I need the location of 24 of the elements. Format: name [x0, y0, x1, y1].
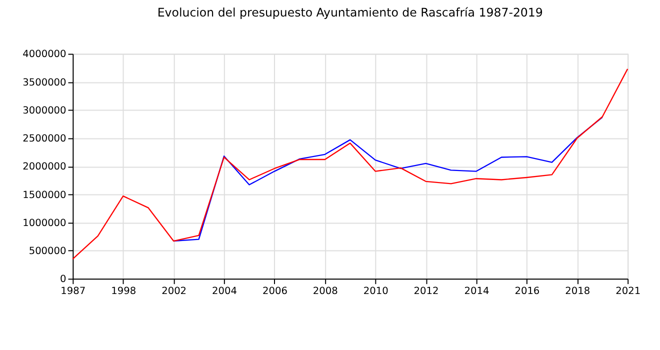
- y-tick-label: 500000: [28, 246, 66, 258]
- x-tick-label: 2018: [565, 286, 590, 297]
- line-series: [72, 68, 628, 260]
- line-series: [172, 116, 603, 242]
- x-tick-label: 2021: [616, 286, 641, 297]
- x-tick-label: 2014: [464, 286, 490, 297]
- y-tick-label: 1000000: [22, 218, 66, 229]
- y-tick-label: 0: [60, 274, 66, 286]
- x-tick-label: 1998: [111, 286, 136, 297]
- y-tick-label: 3500000: [22, 77, 66, 88]
- y-tick-label: 1500000: [22, 190, 66, 201]
- x-tick-label: 1987: [60, 286, 86, 297]
- x-tick-label: 2008: [312, 286, 338, 297]
- y-tick-label: 4000000: [22, 49, 66, 60]
- x-tick-label: 2004: [212, 286, 237, 297]
- x-tick-label: 2012: [414, 286, 439, 297]
- x-tick-label: 2010: [363, 286, 388, 297]
- x-tick-label: 2006: [262, 286, 288, 297]
- x-tick-label: 2016: [514, 286, 540, 297]
- y-tick-label: 2000000: [22, 162, 66, 173]
- y-tick-label: 2500000: [22, 134, 66, 145]
- y-tick-label: 3000000: [22, 105, 66, 116]
- x-tick-label: 2002: [162, 286, 187, 297]
- chart-title: Evolucion del presupuesto Ayuntamiento de Rascafría 1987-2019: [157, 5, 543, 20]
